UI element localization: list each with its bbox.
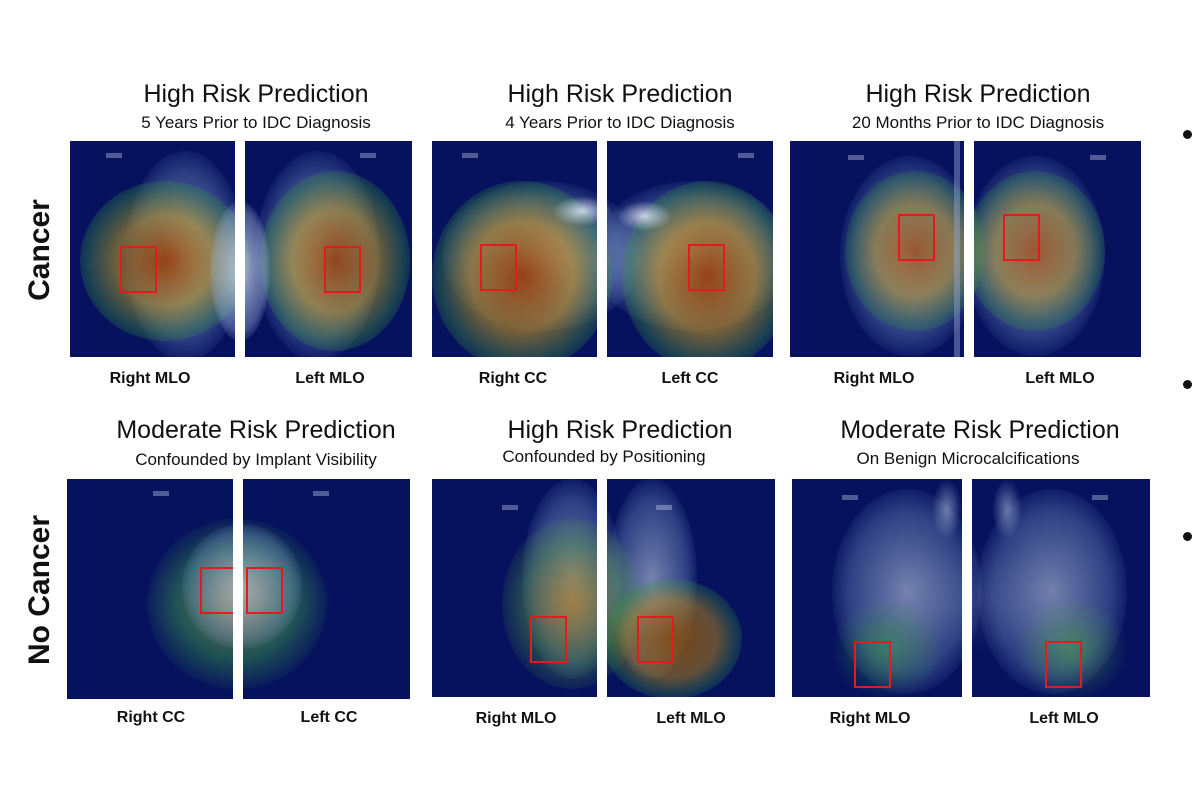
panel-title: High Risk Prediction	[507, 80, 733, 108]
region-of-interest-box	[1003, 214, 1040, 261]
region-of-interest-box	[200, 567, 237, 614]
heatmap-overlay	[845, 171, 985, 331]
region-of-interest-box	[688, 244, 725, 291]
heatmap-overlay	[832, 599, 942, 697]
panel-title: Moderate Risk Prediction	[840, 416, 1120, 444]
view-label: Right CC	[478, 370, 548, 387]
view-label: Right MLO	[109, 370, 191, 387]
region-of-interest-box	[854, 641, 891, 688]
panel-subtitle: 20 Months Prior to IDC Diagnosis	[851, 113, 1105, 132]
bullet-marker	[1183, 380, 1192, 389]
view-label: Left MLO	[1025, 370, 1095, 387]
panel-subtitle: Confounded by Positioning	[502, 447, 706, 466]
view-label: Left CC	[300, 709, 358, 726]
heatmap-overlay	[965, 171, 1105, 331]
region-of-interest-box	[637, 616, 674, 663]
panel-subtitle: Confounded by Implant Visibility	[135, 450, 377, 469]
heatmap-overlay	[1017, 599, 1127, 697]
panel-subtitle: On Benign Microcalcifications	[856, 449, 1080, 468]
view-label: Left MLO	[295, 370, 365, 387]
region-of-interest-box	[1045, 641, 1082, 688]
panel-title: High Risk Prediction	[507, 416, 733, 444]
view-label: Right MLO	[829, 710, 911, 727]
region-of-interest-box	[324, 246, 361, 293]
region-of-interest-box	[120, 246, 157, 293]
view-label: Right MLO	[833, 370, 915, 387]
region-of-interest-box	[480, 244, 517, 291]
view-label: Left CC	[661, 370, 719, 387]
panel-subtitle: 5 Years Prior to IDC Diagnosis	[141, 113, 371, 132]
panel-title: High Risk Prediction	[143, 80, 369, 108]
view-label: Right MLO	[475, 710, 557, 727]
panel-subtitle: 4 Years Prior to IDC Diagnosis	[505, 113, 735, 132]
view-label: Left MLO	[1029, 710, 1099, 727]
region-of-interest-box	[898, 214, 935, 261]
row-label-cancer: Cancer	[23, 199, 56, 301]
row-label-no-cancer: No Cancer	[23, 514, 56, 666]
panel-title: Moderate Risk Prediction	[116, 416, 396, 444]
view-label: Right CC	[116, 709, 186, 726]
heatmap-overlay	[260, 171, 410, 351]
region-of-interest-box	[246, 567, 283, 614]
region-of-interest-box	[530, 616, 567, 663]
bullet-marker	[1183, 532, 1192, 541]
bullet-marker	[1183, 130, 1192, 139]
view-label: Left MLO	[656, 710, 726, 727]
panel-title: High Risk Prediction	[865, 80, 1091, 108]
